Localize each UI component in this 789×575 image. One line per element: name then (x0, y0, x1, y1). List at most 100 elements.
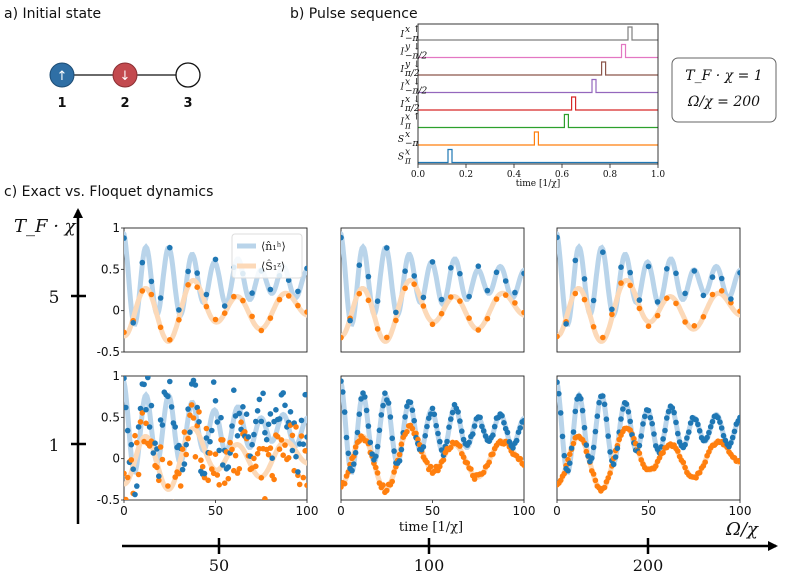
floquet-n-point (385, 400, 392, 406)
floquet-s-point (636, 450, 643, 457)
floquet-n-point (391, 448, 397, 454)
floquet-n-point (565, 467, 571, 474)
floquet-s-point (486, 459, 493, 466)
floquet-n-point (380, 402, 386, 409)
floquet-n-point (130, 466, 136, 473)
floquet-n-point (429, 405, 436, 412)
subplot-tf1-omega200: 0 50 100 (553, 375, 751, 518)
omega-tick-label-200: 200 (633, 556, 664, 575)
pulse-row-sup-0: x ↑ (405, 25, 420, 35)
floquet-s-point (673, 300, 679, 307)
floquet-s-point (124, 470, 127, 477)
floquet-n-point (132, 491, 138, 498)
floquet-s-point (693, 475, 699, 481)
floquet-n-point (612, 454, 619, 460)
floquet-n-point (167, 378, 173, 385)
panel-b-title: b) Pulse sequence (290, 6, 418, 22)
node-1-number: 1 (57, 96, 66, 111)
floquet-n-point (240, 404, 246, 410)
floquet-n-point (484, 287, 491, 294)
floquet-n-point (187, 429, 193, 436)
floquet-s-point (660, 449, 666, 456)
floquet-s-point (645, 323, 652, 330)
floquet-s-point (128, 457, 135, 463)
floquet-n-point (157, 295, 164, 301)
subplot-tf1-omega100: 0 50 100 (337, 375, 535, 518)
floquet-s-point (236, 466, 243, 472)
floquet-s-point (124, 329, 127, 336)
floquet-s-point (172, 474, 178, 480)
floquet-n-point (143, 406, 149, 413)
floquet-n-point (398, 446, 405, 453)
floquet-s-point (475, 327, 482, 333)
floquet-n-point (491, 423, 498, 430)
floquet-n-point (214, 419, 221, 425)
floquet-s-point (341, 480, 348, 487)
spin-down-icon: ↓ (120, 69, 131, 84)
floquet-s-point (502, 292, 509, 298)
floquet-n-point (203, 435, 210, 441)
floquet-s-point (700, 314, 707, 320)
floquet-s-point (457, 298, 463, 304)
floquet-n-point (304, 434, 307, 440)
floquet-n-point (220, 462, 226, 468)
floquet-s-point (190, 415, 197, 421)
floquet-n-point (404, 403, 410, 410)
floquet-n-point (378, 412, 385, 418)
floquet-n-point (137, 405, 144, 412)
floquet-s-point (295, 302, 301, 309)
floquet-s-point (607, 470, 613, 477)
subplot-plot-area (124, 376, 307, 500)
legend-s-label: ⟨Ŝ₁ᶻ⟩ (261, 259, 285, 273)
floquet-n-point (437, 438, 443, 445)
pulse-trace-0 (418, 26, 658, 41)
floquet-s-point (253, 463, 259, 470)
floquet-s-point (471, 476, 478, 482)
floquet-s-point (457, 443, 463, 449)
floquet-n-point (671, 409, 677, 416)
floquet-n-point (411, 417, 418, 424)
floquet-s-point (192, 454, 199, 460)
pulse-row-sup-3: x ↓ (405, 78, 420, 88)
floquet-n-point (590, 444, 597, 451)
floquet-n-point (192, 382, 199, 388)
floquet-n-point (165, 393, 171, 400)
floquet-n-point (623, 401, 630, 407)
floquet-s-point (254, 450, 261, 457)
floquet-n-point (422, 433, 429, 439)
floquet-n-point (389, 435, 396, 442)
floquet-n-point (731, 428, 738, 435)
floquet-s-point (274, 433, 281, 440)
params-box: T_F · χ = 1 Ω/χ = 200 (671, 57, 777, 123)
floquet-s-point (242, 429, 248, 435)
floquet-n-point (254, 408, 261, 414)
floquet-n-point (728, 296, 734, 302)
floquet-n-point (352, 449, 359, 456)
floquet-s-point (656, 455, 663, 461)
pulse-row-sub-2: π/2 (404, 69, 420, 79)
floquet-s-point (409, 425, 416, 432)
floquet-s-point (278, 437, 285, 443)
floquet-n-point (134, 483, 140, 489)
pulse-row-label-1: I (399, 48, 404, 58)
floquet-s-point (464, 460, 471, 466)
floquet-s-point (214, 472, 221, 478)
floquet-n-point (376, 427, 383, 434)
y-tick-label: 0 (112, 452, 120, 466)
floquet-s-point (627, 282, 633, 289)
floquet-n-point (460, 436, 467, 443)
floquet-s-point (448, 444, 454, 451)
pulse-row-sup-5: x ↑ (405, 113, 420, 123)
pulse-trace-5 (418, 113, 658, 129)
panel-a: a) Initial state ↑ 1 ↓ 2 3 (4, 6, 201, 111)
floquet-n-point (185, 268, 191, 275)
floquet-n-point (675, 430, 681, 437)
floquet-n-point (645, 407, 652, 414)
floquet-n-point (159, 422, 166, 428)
floquet-n-point (459, 428, 465, 435)
floquet-s-point (402, 285, 408, 292)
floquet-n-point (521, 417, 524, 424)
floquet-s-point (124, 474, 131, 481)
floquet-s-point (276, 446, 283, 453)
